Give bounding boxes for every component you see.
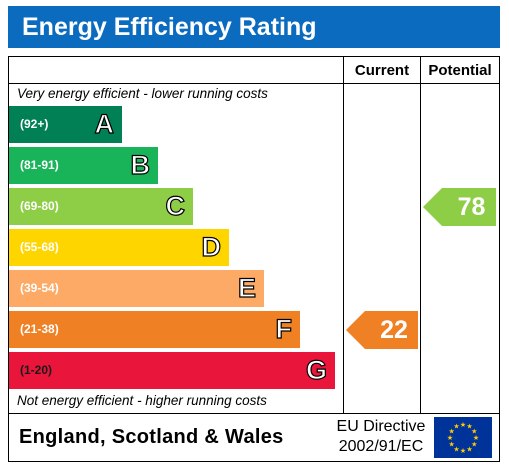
column-divider-current: [343, 57, 344, 413]
band-range-label: (55-68): [20, 240, 59, 254]
svg-text:★: ★: [471, 441, 477, 449]
band-range-label: (81-91): [20, 158, 59, 172]
svg-text:★: ★: [466, 423, 472, 431]
current-rating-indicator-value: 22: [380, 316, 408, 344]
band-range-label: (39-54): [20, 281, 59, 295]
svg-text:★: ★: [447, 434, 453, 442]
band-range-label: (21-38): [20, 322, 59, 336]
band-range-label: (1-20): [20, 363, 53, 377]
band-letter-label: F: [275, 313, 293, 344]
column-divider-potential: [420, 57, 421, 413]
potential-rating-indicator-value: 78: [457, 193, 486, 221]
svg-text:★: ★: [466, 445, 472, 453]
band-range-label: (69-80): [20, 199, 59, 213]
header-divider: [9, 83, 499, 84]
svg-text:★: ★: [453, 423, 459, 431]
chart-title: Energy Efficiency Rating: [22, 13, 317, 41]
svg-text:★: ★: [460, 447, 466, 455]
band-letter-label: A: [94, 108, 115, 139]
current-rating-indicator: 22: [346, 311, 418, 349]
svg-text:★: ★: [471, 428, 477, 436]
band-g: (1-20) G: [9, 352, 335, 389]
potential-column-header: Potential: [428, 62, 492, 79]
directive-line-2: 2002/91/EC: [338, 438, 424, 455]
efficient-note: Very energy efficient - lower running co…: [17, 86, 268, 101]
svg-text:★: ★: [453, 445, 459, 453]
band-letter-label: C: [165, 190, 186, 221]
svg-text:★: ★: [460, 421, 466, 429]
svg-text:★: ★: [473, 434, 479, 442]
band-c: (69-80) C: [9, 188, 193, 225]
inefficient-note: Not energy efficient - higher running co…: [17, 393, 267, 408]
potential-rating-indicator-arrow: [423, 188, 496, 226]
band-letter-label: E: [237, 272, 256, 303]
current-rating-indicator-arrow: [346, 311, 418, 349]
current-column-header: Current: [354, 62, 410, 79]
band-range-label: (92+): [20, 117, 49, 131]
rating-table: Current Potential Very energy efficient …: [8, 56, 500, 414]
band-a: (92+) A: [9, 106, 122, 143]
directive-line-1: EU Directive: [336, 418, 426, 435]
svg-text:★: ★: [449, 441, 455, 449]
eu-flag-icon: ★ ★ ★ ★ ★ ★ ★ ★ ★ ★ ★ ★: [434, 417, 492, 458]
band-f: (21-38) F: [9, 311, 300, 348]
band-b: (81-91) B: [9, 147, 158, 184]
band-letter-label: D: [201, 231, 222, 262]
band-letter-label: B: [130, 149, 151, 180]
band-e: (39-54) E: [9, 270, 264, 307]
svg-text:★: ★: [449, 428, 455, 436]
footer: England, Scotland & Wales EU Directive 2…: [8, 413, 500, 462]
eu-directive: EU Directive 2002/91/EC: [329, 417, 433, 457]
region-label: England, Scotland & Wales: [19, 426, 284, 448]
band-d: (55-68) D: [9, 229, 229, 266]
title-bar: Energy Efficiency Rating: [8, 6, 500, 48]
band-letter-label: G: [305, 354, 327, 385]
potential-rating-indicator: 78: [423, 188, 496, 226]
